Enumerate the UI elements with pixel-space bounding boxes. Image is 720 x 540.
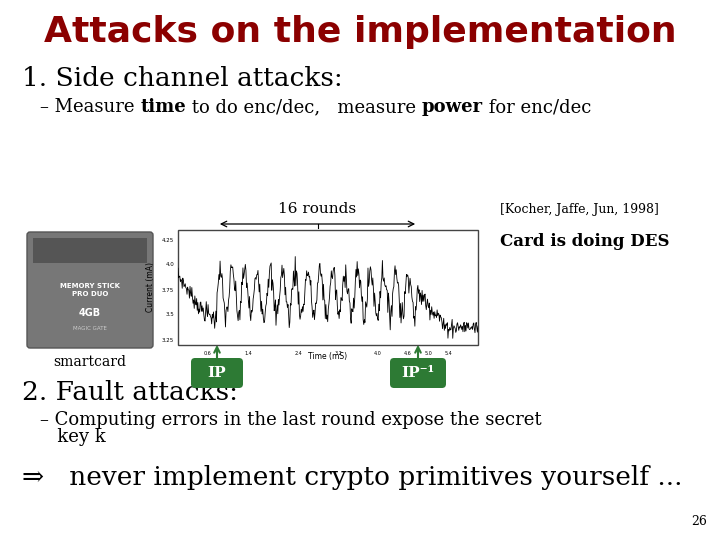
Text: 3.2: 3.2 xyxy=(334,351,342,356)
FancyBboxPatch shape xyxy=(33,238,147,263)
FancyBboxPatch shape xyxy=(390,358,446,388)
Text: 4.25: 4.25 xyxy=(162,238,174,242)
Text: 4GB: 4GB xyxy=(79,308,101,318)
Text: 5.0: 5.0 xyxy=(424,351,432,356)
Text: 16 rounds: 16 rounds xyxy=(279,202,356,216)
Text: to do enc/dec,   measure: to do enc/dec, measure xyxy=(186,98,422,116)
FancyBboxPatch shape xyxy=(178,230,478,345)
FancyBboxPatch shape xyxy=(191,358,243,388)
Text: Card is doing DES: Card is doing DES xyxy=(500,233,670,251)
Text: 3.5: 3.5 xyxy=(166,313,174,318)
Text: 4.0: 4.0 xyxy=(374,351,382,356)
Text: Time (mS): Time (mS) xyxy=(308,353,348,361)
Text: MEMORY STICK
PRO DUO: MEMORY STICK PRO DUO xyxy=(60,284,120,296)
Text: [Kocher, Jaffe, Jun, 1998]: [Kocher, Jaffe, Jun, 1998] xyxy=(500,204,659,217)
Text: 0.6: 0.6 xyxy=(204,351,212,356)
Text: ⇒   never implement crypto primitives yourself ...: ⇒ never implement crypto primitives your… xyxy=(22,465,683,490)
Text: 2.4: 2.4 xyxy=(294,351,302,356)
Text: 1.4: 1.4 xyxy=(244,351,252,356)
Text: 4.6: 4.6 xyxy=(404,351,412,356)
Text: smartcard: smartcard xyxy=(53,355,127,369)
Text: 4.0: 4.0 xyxy=(166,262,174,267)
Text: 2. Fault attacks:: 2. Fault attacks: xyxy=(22,380,238,404)
Text: IP⁻¹: IP⁻¹ xyxy=(401,366,435,380)
Text: for enc/dec: for enc/dec xyxy=(483,98,591,116)
Text: Attacks on the implementation: Attacks on the implementation xyxy=(44,15,676,49)
Text: Current (mA): Current (mA) xyxy=(145,262,155,313)
Text: 5.4: 5.4 xyxy=(444,351,452,356)
Text: IP: IP xyxy=(207,366,226,380)
Text: 3.75: 3.75 xyxy=(162,287,174,293)
FancyBboxPatch shape xyxy=(27,232,153,348)
Text: power: power xyxy=(422,98,483,116)
Text: 3.25: 3.25 xyxy=(162,338,174,342)
Text: time: time xyxy=(140,98,186,116)
Text: – Computing errors in the last round expose the secret: – Computing errors in the last round exp… xyxy=(40,411,541,429)
Text: 26: 26 xyxy=(691,515,707,528)
Text: – Measure: – Measure xyxy=(40,98,140,116)
Text: MAGIC GATE: MAGIC GATE xyxy=(73,326,107,330)
Text: key k: key k xyxy=(40,428,106,446)
Text: 1. Side channel attacks:: 1. Side channel attacks: xyxy=(22,65,343,91)
